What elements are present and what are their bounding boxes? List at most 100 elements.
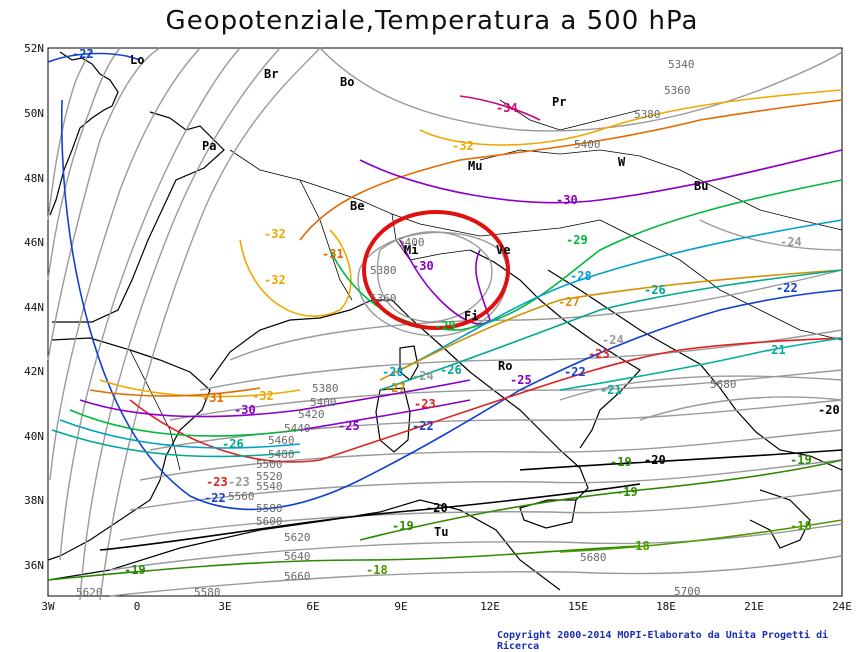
- temp-label: -23: [228, 475, 250, 489]
- geo-label: 5520: [256, 470, 283, 483]
- lat-tick: 50N: [24, 107, 44, 120]
- latitude-axis: 52N 50N 48N 46N 44N 42N 40N 38N 36N: [24, 42, 44, 572]
- lat-tick: 46N: [24, 236, 44, 249]
- temp-label: -21: [600, 383, 622, 397]
- geo-label: 5360: [664, 84, 691, 97]
- temperature-labels: -22 -34 -32 -30 -32 -31 -32 -30 -29 -28 …: [72, 47, 840, 577]
- copyright-notice: Copyright 2000-2014 MOPI-Elaborato da Un…: [497, 630, 829, 652]
- lon-tick: 6E: [306, 600, 319, 613]
- temp-label: -22: [72, 47, 94, 61]
- geo-label: 5620: [284, 531, 311, 544]
- geo-label: 5340: [668, 58, 695, 71]
- temp-label: -20: [818, 403, 840, 417]
- temp-label: -34: [496, 101, 518, 115]
- temp-label: -22: [776, 281, 798, 295]
- temp-label: -26: [644, 283, 666, 297]
- temp-label: -19: [610, 455, 632, 469]
- city-label: Fi: [464, 309, 478, 323]
- temp-label: -27: [384, 381, 406, 395]
- geopotential-contours: [47, 47, 843, 601]
- temp-label: -23: [588, 347, 610, 361]
- map-title: Geopotenziale,Temperatura a 500 hPa: [165, 6, 699, 36]
- temp-label: -23: [414, 397, 436, 411]
- geo-label: 5680: [580, 551, 607, 564]
- lat-tick: 48N: [24, 172, 44, 185]
- temp-label: -20: [426, 501, 448, 515]
- temp-label: -32: [264, 273, 286, 287]
- geo-label: 5400: [574, 138, 601, 151]
- borders: [129, 99, 843, 471]
- temp-label: -32: [452, 139, 474, 153]
- city-labels: Lo Br Bo Pa Mu Pr W Bu Be Mi Ve Fi Ro Tu: [130, 53, 708, 539]
- lon-tick: 21E: [744, 600, 764, 613]
- city-label: Ro: [498, 359, 512, 373]
- temp-label: -29: [566, 233, 588, 247]
- temp-label: -24: [602, 333, 624, 347]
- temp-label: -32: [264, 227, 286, 241]
- geo-label: 5400: [310, 396, 337, 409]
- temperature-contours: [47, 52, 843, 581]
- lon-tick: 9E: [394, 600, 407, 613]
- temp-label: -28: [570, 269, 592, 283]
- temp-label: -18: [790, 519, 812, 533]
- temp-label: -19: [790, 453, 812, 467]
- temp-label: -24: [780, 235, 802, 249]
- temp-label: -28: [382, 365, 404, 379]
- lon-tick: 24E: [832, 600, 852, 613]
- geopotential-labels: 5340 5360 5380 5400 5400 5380 5360 5380 …: [76, 58, 737, 599]
- lat-tick: 44N: [24, 301, 44, 314]
- temp-label: -21: [764, 343, 786, 357]
- geo-label: 5620: [76, 586, 103, 599]
- temp-label: -23: [206, 475, 228, 489]
- temp-label: -22: [564, 365, 586, 379]
- geo-label: 5380: [634, 108, 661, 121]
- city-label: Pr: [552, 95, 566, 109]
- temp-label: -22: [412, 419, 434, 433]
- city-label: Mi: [404, 243, 418, 257]
- geo-label: 5580: [194, 586, 221, 599]
- temp-label: -19: [616, 485, 638, 499]
- temp-label: -18: [628, 539, 650, 553]
- lon-tick: 3E: [218, 600, 231, 613]
- lon-tick: 3W: [41, 600, 55, 613]
- lat-tick: 42N: [24, 365, 44, 378]
- city-label: Pa: [202, 139, 216, 153]
- temp-label: -30: [234, 403, 256, 417]
- temp-label: -26: [440, 363, 462, 377]
- longitude-axis: 3W 0 3E 6E 9E 12E 15E 18E 21E 24E: [41, 600, 852, 613]
- temp-label: -19: [392, 519, 414, 533]
- city-label: W: [618, 155, 626, 169]
- city-label: Bu: [694, 179, 708, 193]
- city-label: Mu: [468, 159, 482, 173]
- lat-tick: 38N: [24, 494, 44, 507]
- lat-tick: 36N: [24, 559, 44, 572]
- temp-label: -25: [338, 419, 360, 433]
- geo-label: 5380: [370, 264, 397, 277]
- city-label: Lo: [130, 53, 144, 67]
- geo-label: 5360: [370, 292, 397, 305]
- city-label: Ve: [496, 243, 510, 257]
- temp-label: -25: [510, 373, 532, 387]
- geo-label: 5500: [256, 458, 283, 471]
- geo-label: 5560: [228, 490, 255, 503]
- geo-label: 5480: [268, 448, 295, 461]
- geo-label: 5580: [256, 502, 283, 515]
- temp-label: -30: [412, 259, 434, 273]
- city-label: Bo: [340, 75, 354, 89]
- city-label: Br: [264, 67, 278, 81]
- temp-label: -20: [644, 453, 666, 467]
- map-frame: [47, 47, 843, 597]
- lon-tick: 12E: [480, 600, 500, 613]
- geo-label: 5600: [256, 515, 283, 528]
- temp-label: -31: [202, 391, 224, 405]
- temp-label: -18: [366, 563, 388, 577]
- temp-label: -26: [222, 437, 244, 451]
- city-label: Be: [350, 199, 364, 213]
- geo-label: 5660: [284, 570, 311, 583]
- geo-label: 5400: [398, 236, 425, 249]
- temp-label: -32: [252, 389, 274, 403]
- lon-tick: 18E: [656, 600, 676, 613]
- temp-label: -24: [412, 369, 434, 383]
- geo-label: 5380: [312, 382, 339, 395]
